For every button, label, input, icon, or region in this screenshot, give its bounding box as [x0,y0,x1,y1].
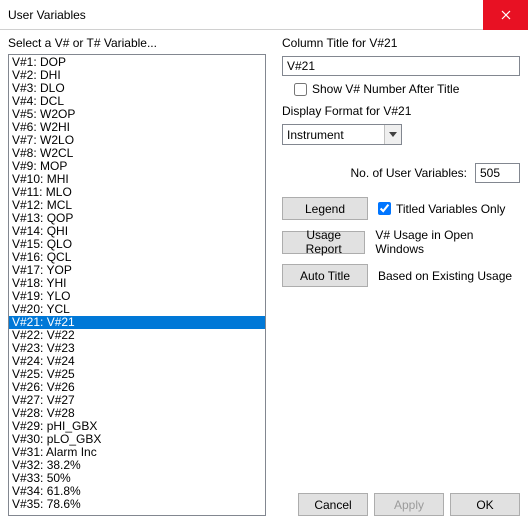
num-vars-row: No. of User Variables: [282,163,520,183]
combo-caret[interactable] [384,125,401,144]
chevron-down-icon [389,132,397,138]
right-pane: Column Title for V#21 Show V# Number Aft… [266,36,520,516]
num-vars-label: No. of User Variables: [282,166,475,180]
legend-row: Legend Titled Variables Only [282,197,520,220]
legend-button[interactable]: Legend [282,197,368,220]
autotitle-row: Auto Title Based on Existing Usage [282,264,520,287]
cancel-button[interactable]: Cancel [298,493,368,516]
ok-button[interactable]: OK [450,493,520,516]
close-icon [501,10,511,20]
show-vnum-checkbox[interactable] [294,83,307,96]
display-format-label: Display Format for V#21 [282,104,520,118]
usage-report-button[interactable]: Usage Report [282,231,365,254]
dialog-body: Select a V# or T# Variable... V#1: DOPV#… [0,30,528,524]
left-pane: Select a V# or T# Variable... V#1: DOPV#… [8,36,266,516]
variable-listbox[interactable]: V#1: DOPV#2: DHIV#3: DLOV#4: DCLV#5: W2O… [8,54,266,516]
usage-report-desc: V# Usage in Open Windows [375,228,520,256]
apply-button[interactable]: Apply [374,493,444,516]
display-format-combo[interactable]: Instrument [282,124,402,145]
usage-row: Usage Report V# Usage in Open Windows [282,228,520,256]
variable-list-label: Select a V# or T# Variable... [8,36,266,50]
footer: Cancel Apply OK [282,487,520,516]
auto-title-button[interactable]: Auto Title [282,264,368,287]
titled-only-row[interactable]: Titled Variables Only [378,202,505,216]
window-title: User Variables [0,8,483,22]
num-vars-input[interactable] [475,163,520,183]
close-button[interactable] [483,0,528,30]
display-format-value: Instrument [287,128,344,142]
show-vnum-row[interactable]: Show V# Number After Title [294,82,520,96]
titled-only-label: Titled Variables Only [396,202,505,216]
titled-only-checkbox[interactable] [378,202,391,215]
auto-title-desc: Based on Existing Usage [378,269,512,283]
titlebar: User Variables [0,0,528,30]
column-title-input[interactable] [282,56,520,76]
column-title-label: Column Title for V#21 [282,36,520,50]
spacer [282,295,520,487]
list-item[interactable]: V#35: 78.6% [9,498,265,511]
show-vnum-label: Show V# Number After Title [312,82,459,96]
